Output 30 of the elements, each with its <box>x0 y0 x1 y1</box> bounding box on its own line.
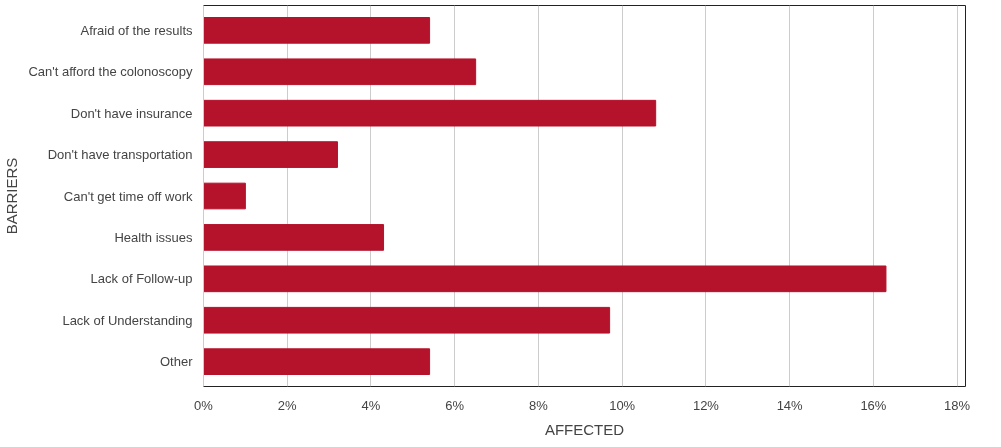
x-tick-label: 16% <box>860 397 887 413</box>
bar <box>203 224 385 251</box>
bar <box>203 141 338 168</box>
bar <box>203 17 431 44</box>
y-tick-label: Can't afford the colonoscopy <box>28 64 193 80</box>
x-tick-label: 0% <box>194 397 214 413</box>
x-tick-label: 6% <box>445 397 465 413</box>
x-tick-label: 12% <box>692 397 720 413</box>
y-axis-title: BARRIERS <box>3 157 21 235</box>
bar <box>203 348 431 375</box>
y-tick-label: Don't have transportation <box>47 147 193 163</box>
y-tick-label: Health issues <box>114 229 193 245</box>
y-tick-label: Afraid of the results <box>80 22 193 38</box>
y-tick-label: Lack of Follow-up <box>90 271 193 287</box>
bar <box>203 306 611 334</box>
bar <box>203 58 477 86</box>
x-tick-label: 8% <box>529 397 549 413</box>
y-tick-label: Don't have insurance <box>70 105 193 121</box>
x-tick-label: 18% <box>944 397 971 413</box>
bar <box>203 182 246 210</box>
x-tick-label: 2% <box>277 397 298 413</box>
bar <box>203 265 887 293</box>
y-tick-label: Lack of Understanding <box>62 312 193 328</box>
y-tick-label: Other <box>159 354 194 370</box>
x-tick-label: 4% <box>361 397 381 413</box>
x-axis-title: AFFECTED <box>544 420 625 438</box>
y-tick-label: Can't get time off work <box>63 188 193 204</box>
x-tick-label: 14% <box>776 397 804 413</box>
bar <box>203 99 657 127</box>
x-tick-label: 10% <box>609 397 636 413</box>
